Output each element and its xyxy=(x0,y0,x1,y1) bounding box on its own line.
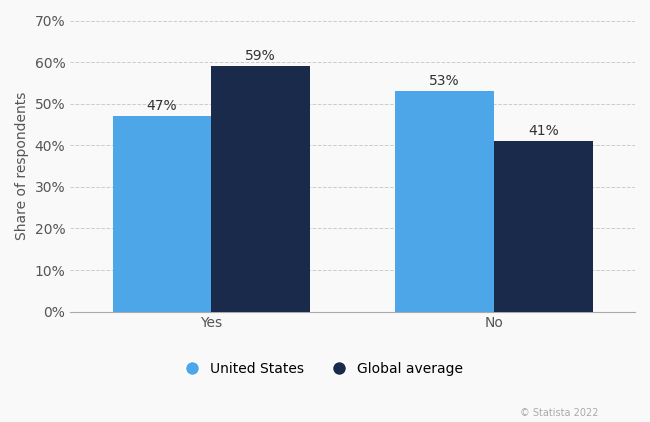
Text: 41%: 41% xyxy=(528,124,558,138)
Bar xyxy=(494,141,593,311)
Text: © Statista 2022: © Statista 2022 xyxy=(519,408,598,418)
Text: 59%: 59% xyxy=(246,49,276,63)
Bar xyxy=(112,116,211,311)
Text: 53%: 53% xyxy=(429,74,460,88)
Legend: United States, Global average: United States, Global average xyxy=(180,357,469,381)
Bar xyxy=(395,91,494,311)
Bar xyxy=(211,66,310,311)
Y-axis label: Share of respondents: Share of respondents xyxy=(15,92,29,240)
Text: 47%: 47% xyxy=(147,99,177,113)
